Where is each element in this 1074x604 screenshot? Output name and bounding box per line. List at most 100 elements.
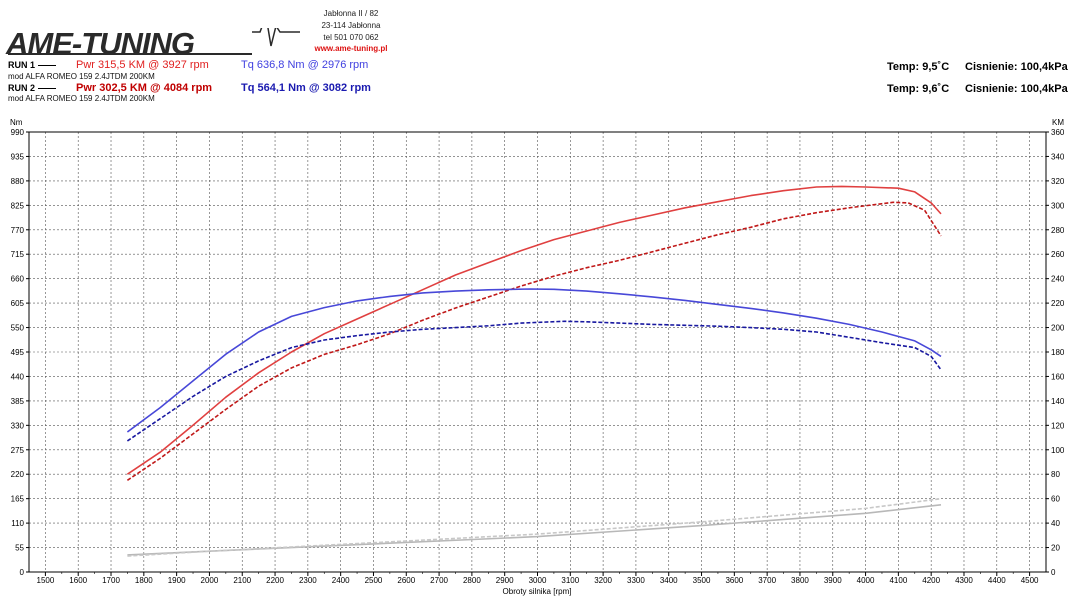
run1-pressure: Cisnienie: 100,4kPa <box>965 61 1068 73</box>
y-tick-label-left: 550 <box>11 324 25 333</box>
series-line-tq-run-1 <box>126 288 942 433</box>
x-tick-label: 3800 <box>791 576 809 585</box>
y-tick-label-right: 120 <box>1051 421 1065 430</box>
x-tick-label: 3200 <box>594 576 612 585</box>
y-tick-label-left: 110 <box>11 519 24 528</box>
y-tick-label-left: 330 <box>11 421 25 430</box>
y-tick-label-right: 300 <box>1051 201 1065 210</box>
x-tick-label: 2700 <box>430 576 448 585</box>
y-tick-label-left: 275 <box>11 446 25 455</box>
x-tick-label: 4100 <box>889 576 907 585</box>
y-tick-label-right: 220 <box>1051 299 1065 308</box>
x-tick-label: 2600 <box>397 576 415 585</box>
series-line-loss-run-2 <box>127 497 942 557</box>
run2-temp: Temp: 9,6˚C <box>887 83 950 95</box>
x-tick-label: 2000 <box>201 576 219 585</box>
y-tick-label-right: 280 <box>1051 226 1065 235</box>
y-tick-label-left: 935 <box>11 152 25 161</box>
run1-temp: Temp: 9,5˚C <box>887 61 950 73</box>
series-line-loss-run-1 <box>127 504 942 556</box>
y-tick-label-left: 440 <box>11 372 25 381</box>
run2-pressure: Cisnienie: 100,4kPa <box>965 83 1068 95</box>
x-tick-label: 1700 <box>102 576 120 585</box>
x-tick-label: 4000 <box>857 576 875 585</box>
run2-power: Pwr 302,5 KM @ 4084 rpm <box>76 82 213 94</box>
y-axis-label-right: KM <box>1052 118 1064 127</box>
x-tick-label: 4500 <box>1021 576 1039 585</box>
x-tick-label: 3500 <box>693 576 711 585</box>
chart-axes: 0 55 110 165 220 275 330 385 440 495 550 605 660 715 7… <box>11 128 1065 585</box>
y-tick-label-right: 340 <box>1051 152 1065 161</box>
x-tick-label: 2300 <box>299 576 317 585</box>
brand-logo: AME-TUNING <box>6 26 195 61</box>
x-tick-label: 3300 <box>627 576 645 585</box>
x-tick-label: 2100 <box>233 576 251 585</box>
logo-swoosh <box>8 28 300 55</box>
x-tick-label: 3600 <box>725 576 743 585</box>
x-tick-label: 3000 <box>529 576 547 585</box>
run2-torque: Tq 564,1 Nm @ 3082 rpm <box>241 82 371 94</box>
run1-torque: Tq 636,8 Nm @ 2976 rpm <box>241 59 369 71</box>
x-tick-label: 3700 <box>758 576 776 585</box>
y-tick-label-left: 55 <box>15 544 24 553</box>
y-tick-label-left: 165 <box>11 495 25 504</box>
y-tick-label-left: 385 <box>11 397 25 406</box>
series-line-tq-run-2 <box>126 320 942 442</box>
y-tick-label-right: 140 <box>1051 397 1065 406</box>
chart-grid <box>29 132 1046 572</box>
chart-series <box>126 185 942 557</box>
y-tick-label-right: 360 <box>1051 128 1065 137</box>
x-tick-label: 2400 <box>332 576 350 585</box>
address-line1: Jabłonna II / 82 <box>323 9 379 18</box>
y-tick-label-left: 495 <box>11 348 25 357</box>
x-tick-label: 4300 <box>955 576 973 585</box>
x-axis-label: Obroty silnika [rpm] <box>503 587 572 596</box>
y-tick-label-right: 180 <box>1051 348 1065 357</box>
y-tick-label-left: 715 <box>11 250 25 259</box>
run1-power: Pwr 315,5 KM @ 3927 rpm <box>76 59 209 71</box>
website-link[interactable]: www.ame-tuning.pl <box>314 44 388 53</box>
y-tick-label-right: 0 <box>1051 568 1056 577</box>
y-tick-label-left: 605 <box>11 299 25 308</box>
x-tick-label: 3400 <box>660 576 678 585</box>
x-tick-label: 2800 <box>463 576 481 585</box>
y-tick-label-right: 60 <box>1051 495 1060 504</box>
x-tick-label: 2500 <box>365 576 383 585</box>
y-tick-label-right: 240 <box>1051 275 1065 284</box>
x-tick-label: 2200 <box>266 576 284 585</box>
x-tick-label: 2900 <box>496 576 514 585</box>
y-tick-label-left: 770 <box>11 226 25 235</box>
y-tick-label-right: 260 <box>1051 250 1065 259</box>
y-tick-label-left: 990 <box>11 128 25 137</box>
y-tick-label-right: 320 <box>1051 177 1065 186</box>
y-tick-label-right: 160 <box>1051 372 1065 381</box>
run1-label: RUN 1 <box>8 60 56 70</box>
x-tick-label: 4200 <box>922 576 940 585</box>
y-tick-label-left: 660 <box>11 275 25 284</box>
y-tick-label-right: 200 <box>1051 324 1065 333</box>
x-tick-label: 3900 <box>824 576 842 585</box>
x-tick-label: 4400 <box>988 576 1006 585</box>
address-line2: 23-114 Jabłonna <box>321 21 381 30</box>
series-line-pwr-run-2 <box>126 201 942 481</box>
x-tick-label: 3100 <box>561 576 579 585</box>
y-tick-label-right: 20 <box>1051 544 1060 553</box>
y-tick-label-right: 80 <box>1051 470 1060 479</box>
y-axis-label-left: Nm <box>10 118 23 127</box>
x-tick-label: 1600 <box>69 576 87 585</box>
x-tick-label: 1500 <box>37 576 55 585</box>
run1-car: mod ALFA ROMEO 159 2.4JTDM 200KM <box>8 72 155 81</box>
run2-label: RUN 2 <box>8 83 56 93</box>
series-line-pwr-run-1 <box>126 185 942 475</box>
y-tick-label-right: 100 <box>1051 446 1065 455</box>
x-tick-label: 1900 <box>168 576 186 585</box>
y-tick-label-left: 825 <box>11 201 25 210</box>
run2-car: mod ALFA ROMEO 159 2.4JTDM 200KM <box>8 94 155 103</box>
y-tick-label-left: 220 <box>11 470 25 479</box>
y-tick-label-left: 880 <box>11 177 25 186</box>
x-tick-label: 1800 <box>135 576 153 585</box>
y-tick-label-right: 40 <box>1051 519 1060 528</box>
phone: tel 501 070 062 <box>323 33 379 42</box>
y-tick-label-left: 0 <box>20 568 25 577</box>
